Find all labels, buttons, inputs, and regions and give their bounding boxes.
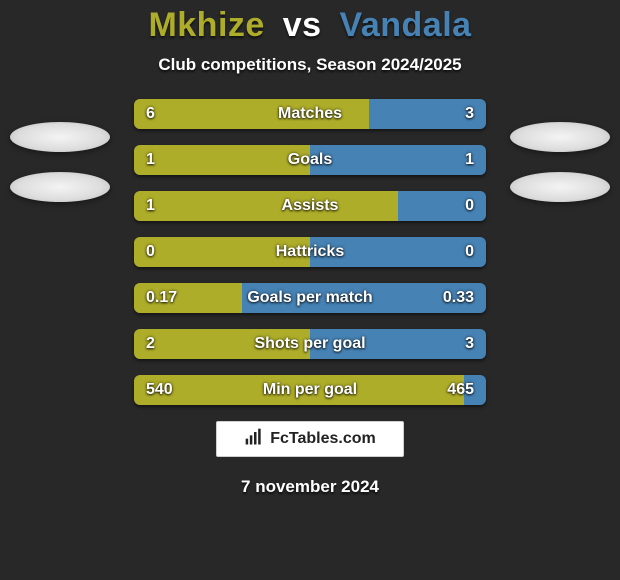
stat-label: Goals [134,145,486,175]
competition-subtitle: Club competitions, Season 2024/2025 [0,55,620,75]
stat-label: Assists [134,191,486,221]
stat-row: 00Hattricks [134,237,486,267]
player2-name: Vandala [340,6,472,44]
comparison-title: Mkhize vs Vandala [0,0,620,45]
brand-text: FcTables.com [270,430,376,448]
stat-label: Shots per goal [134,329,486,359]
stat-label: Goals per match [134,283,486,313]
snapshot-date: 7 november 2024 [0,477,620,497]
stat-row: 23Shots per goal [134,329,486,359]
stat-label: Hattricks [134,237,486,267]
stat-row: 0.170.33Goals per match [134,283,486,313]
stat-row: 63Matches [134,99,486,129]
vs-separator: vs [283,6,322,44]
bar-chart-icon [244,427,264,452]
player1-name: Mkhize [148,6,264,44]
brand-badge: FcTables.com [216,421,404,457]
stat-row: 10Assists [134,191,486,221]
comparison-chart: 63Matches 11Goals 10Assists 00Hattricks 0.17… [0,99,620,405]
stat-row: 11Goals [134,145,486,175]
stat-label: Min per goal [134,375,486,405]
stat-label: Matches [134,99,486,129]
stat-row: 540465Min per goal [134,375,486,405]
